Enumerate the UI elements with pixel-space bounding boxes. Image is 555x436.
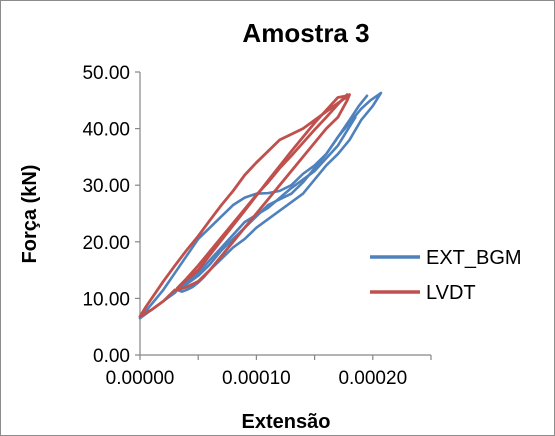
series-line xyxy=(175,93,349,290)
chart-title: Amostra 3 xyxy=(242,18,369,48)
x-tick-label: 0.00010 xyxy=(222,368,291,389)
y-tick-label: 50.00 xyxy=(82,63,130,84)
series-group xyxy=(138,91,383,320)
x-tick-label: 0.00000 xyxy=(106,368,175,389)
legend-label: EXT_BGM xyxy=(426,247,522,269)
y-tick-label: 40.00 xyxy=(82,120,130,141)
y-axis-label: Força (kN) xyxy=(19,165,41,264)
series-ext-bgm xyxy=(138,91,383,320)
axis-ticks: 0.00 10.00 20.00 30.00 40.00 50.00 0.00000 0.00… xyxy=(82,63,432,389)
x-tick-label: 0.00020 xyxy=(338,368,407,389)
legend-label: LVDT xyxy=(426,282,476,304)
y-tick-label: 20.00 xyxy=(82,233,130,254)
y-tick-label: 0.00 xyxy=(93,346,130,367)
series-line xyxy=(179,115,357,289)
series-lvdt xyxy=(138,93,351,318)
y-tick-label: 10.00 xyxy=(82,289,130,310)
series-line xyxy=(178,94,349,288)
y-tick-label: 30.00 xyxy=(82,176,130,197)
x-axis-label: Extensão xyxy=(242,411,331,433)
axes xyxy=(139,72,431,356)
legend: EXT_BGM LVDT xyxy=(370,247,522,304)
